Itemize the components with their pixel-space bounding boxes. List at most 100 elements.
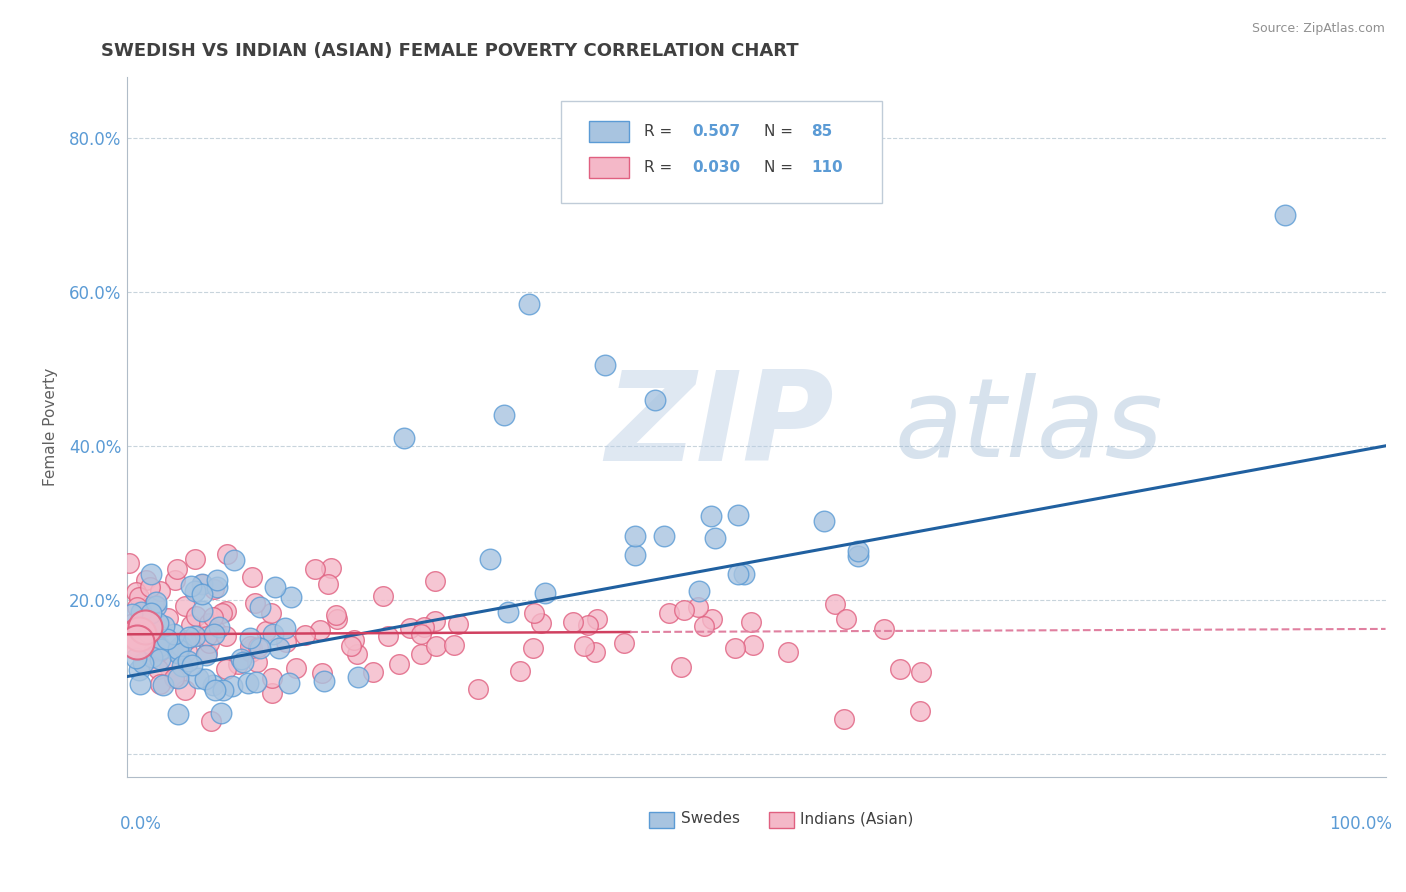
Point (184, 629, 207, 643)
Point (166, 562, 188, 576)
Point (207, 581, 229, 595)
Point (221, 679, 243, 693)
Point (533, 586, 555, 600)
Point (128, 664, 150, 678)
Point (174, 632, 197, 647)
Point (446, 616, 468, 631)
Text: R =: R = (644, 124, 678, 138)
Point (190, 576, 212, 591)
Point (308, 623, 330, 637)
Point (249, 641, 271, 656)
Point (326, 612, 349, 626)
Point (873, 623, 896, 637)
Point (260, 671, 283, 685)
Point (226, 657, 249, 672)
Point (166, 669, 188, 683)
Point (149, 644, 172, 658)
Point (142, 645, 165, 659)
Point (304, 562, 326, 576)
Point (132, 656, 155, 670)
Point (125, 635, 148, 649)
Point (195, 646, 218, 660)
FancyBboxPatch shape (561, 101, 882, 202)
Text: SWEDISH VS INDIAN (ASIAN) FEMALE POVERTY CORRELATION CHART: SWEDISH VS INDIAN (ASIAN) FEMALE POVERTY… (101, 42, 799, 60)
Point (190, 629, 212, 643)
Point (644, 392, 666, 407)
Point (339, 640, 361, 654)
Text: atlas: atlas (894, 373, 1163, 480)
Point (145, 595, 167, 609)
Point (183, 584, 205, 599)
Point (128, 627, 150, 641)
Point (197, 616, 219, 631)
Point (239, 639, 262, 653)
Point (167, 706, 190, 721)
Point (157, 659, 180, 673)
FancyBboxPatch shape (650, 813, 675, 828)
Point (285, 661, 308, 675)
Point (181, 658, 204, 673)
Point (409, 627, 432, 641)
Point (193, 672, 215, 686)
Point (776, 645, 799, 659)
Point (413, 619, 436, 633)
Point (191, 604, 214, 618)
Point (373, 590, 395, 604)
Point (623, 529, 645, 543)
Point (197, 629, 219, 643)
Point (134, 656, 156, 670)
Point (128, 590, 150, 604)
Point (835, 612, 858, 626)
Point (146, 640, 169, 655)
Point (377, 629, 399, 643)
Point (343, 632, 366, 647)
Point (135, 574, 157, 588)
Point (138, 580, 160, 594)
Point (245, 675, 267, 690)
Point (693, 619, 716, 633)
Point (208, 619, 231, 633)
Point (141, 650, 163, 665)
Point (247, 640, 270, 654)
Text: 0.030: 0.030 (692, 160, 740, 175)
Point (166, 644, 188, 658)
Point (172, 659, 194, 673)
Point (361, 665, 384, 680)
Point (146, 615, 169, 630)
Point (149, 641, 172, 656)
Text: Source: ZipAtlas.com: Source: ZipAtlas.com (1251, 22, 1385, 36)
Point (212, 682, 235, 697)
Point (910, 665, 932, 679)
Text: 100.0%: 100.0% (1329, 815, 1392, 833)
Point (187, 671, 209, 685)
Point (136, 625, 159, 640)
Point (191, 587, 214, 601)
Point (129, 677, 152, 691)
Point (399, 621, 422, 635)
Point (229, 652, 252, 666)
Point (704, 531, 727, 545)
Point (243, 597, 266, 611)
Point (443, 638, 465, 652)
Point (176, 644, 198, 658)
Point (149, 677, 172, 691)
Text: 0.0%: 0.0% (121, 815, 162, 833)
Point (201, 678, 224, 692)
Point (519, 296, 541, 310)
Text: 110: 110 (811, 160, 844, 175)
Point (174, 683, 197, 698)
Point (740, 615, 762, 629)
Point (167, 642, 190, 657)
Point (702, 612, 724, 626)
Point (169, 639, 191, 653)
Point (494, 408, 516, 422)
Point (200, 714, 222, 728)
Point (180, 618, 202, 632)
Point (240, 641, 263, 656)
Point (162, 671, 184, 685)
Point (163, 573, 186, 587)
Point (669, 660, 692, 674)
Point (184, 608, 207, 623)
Point (1274, 208, 1296, 222)
Point (262, 686, 284, 700)
